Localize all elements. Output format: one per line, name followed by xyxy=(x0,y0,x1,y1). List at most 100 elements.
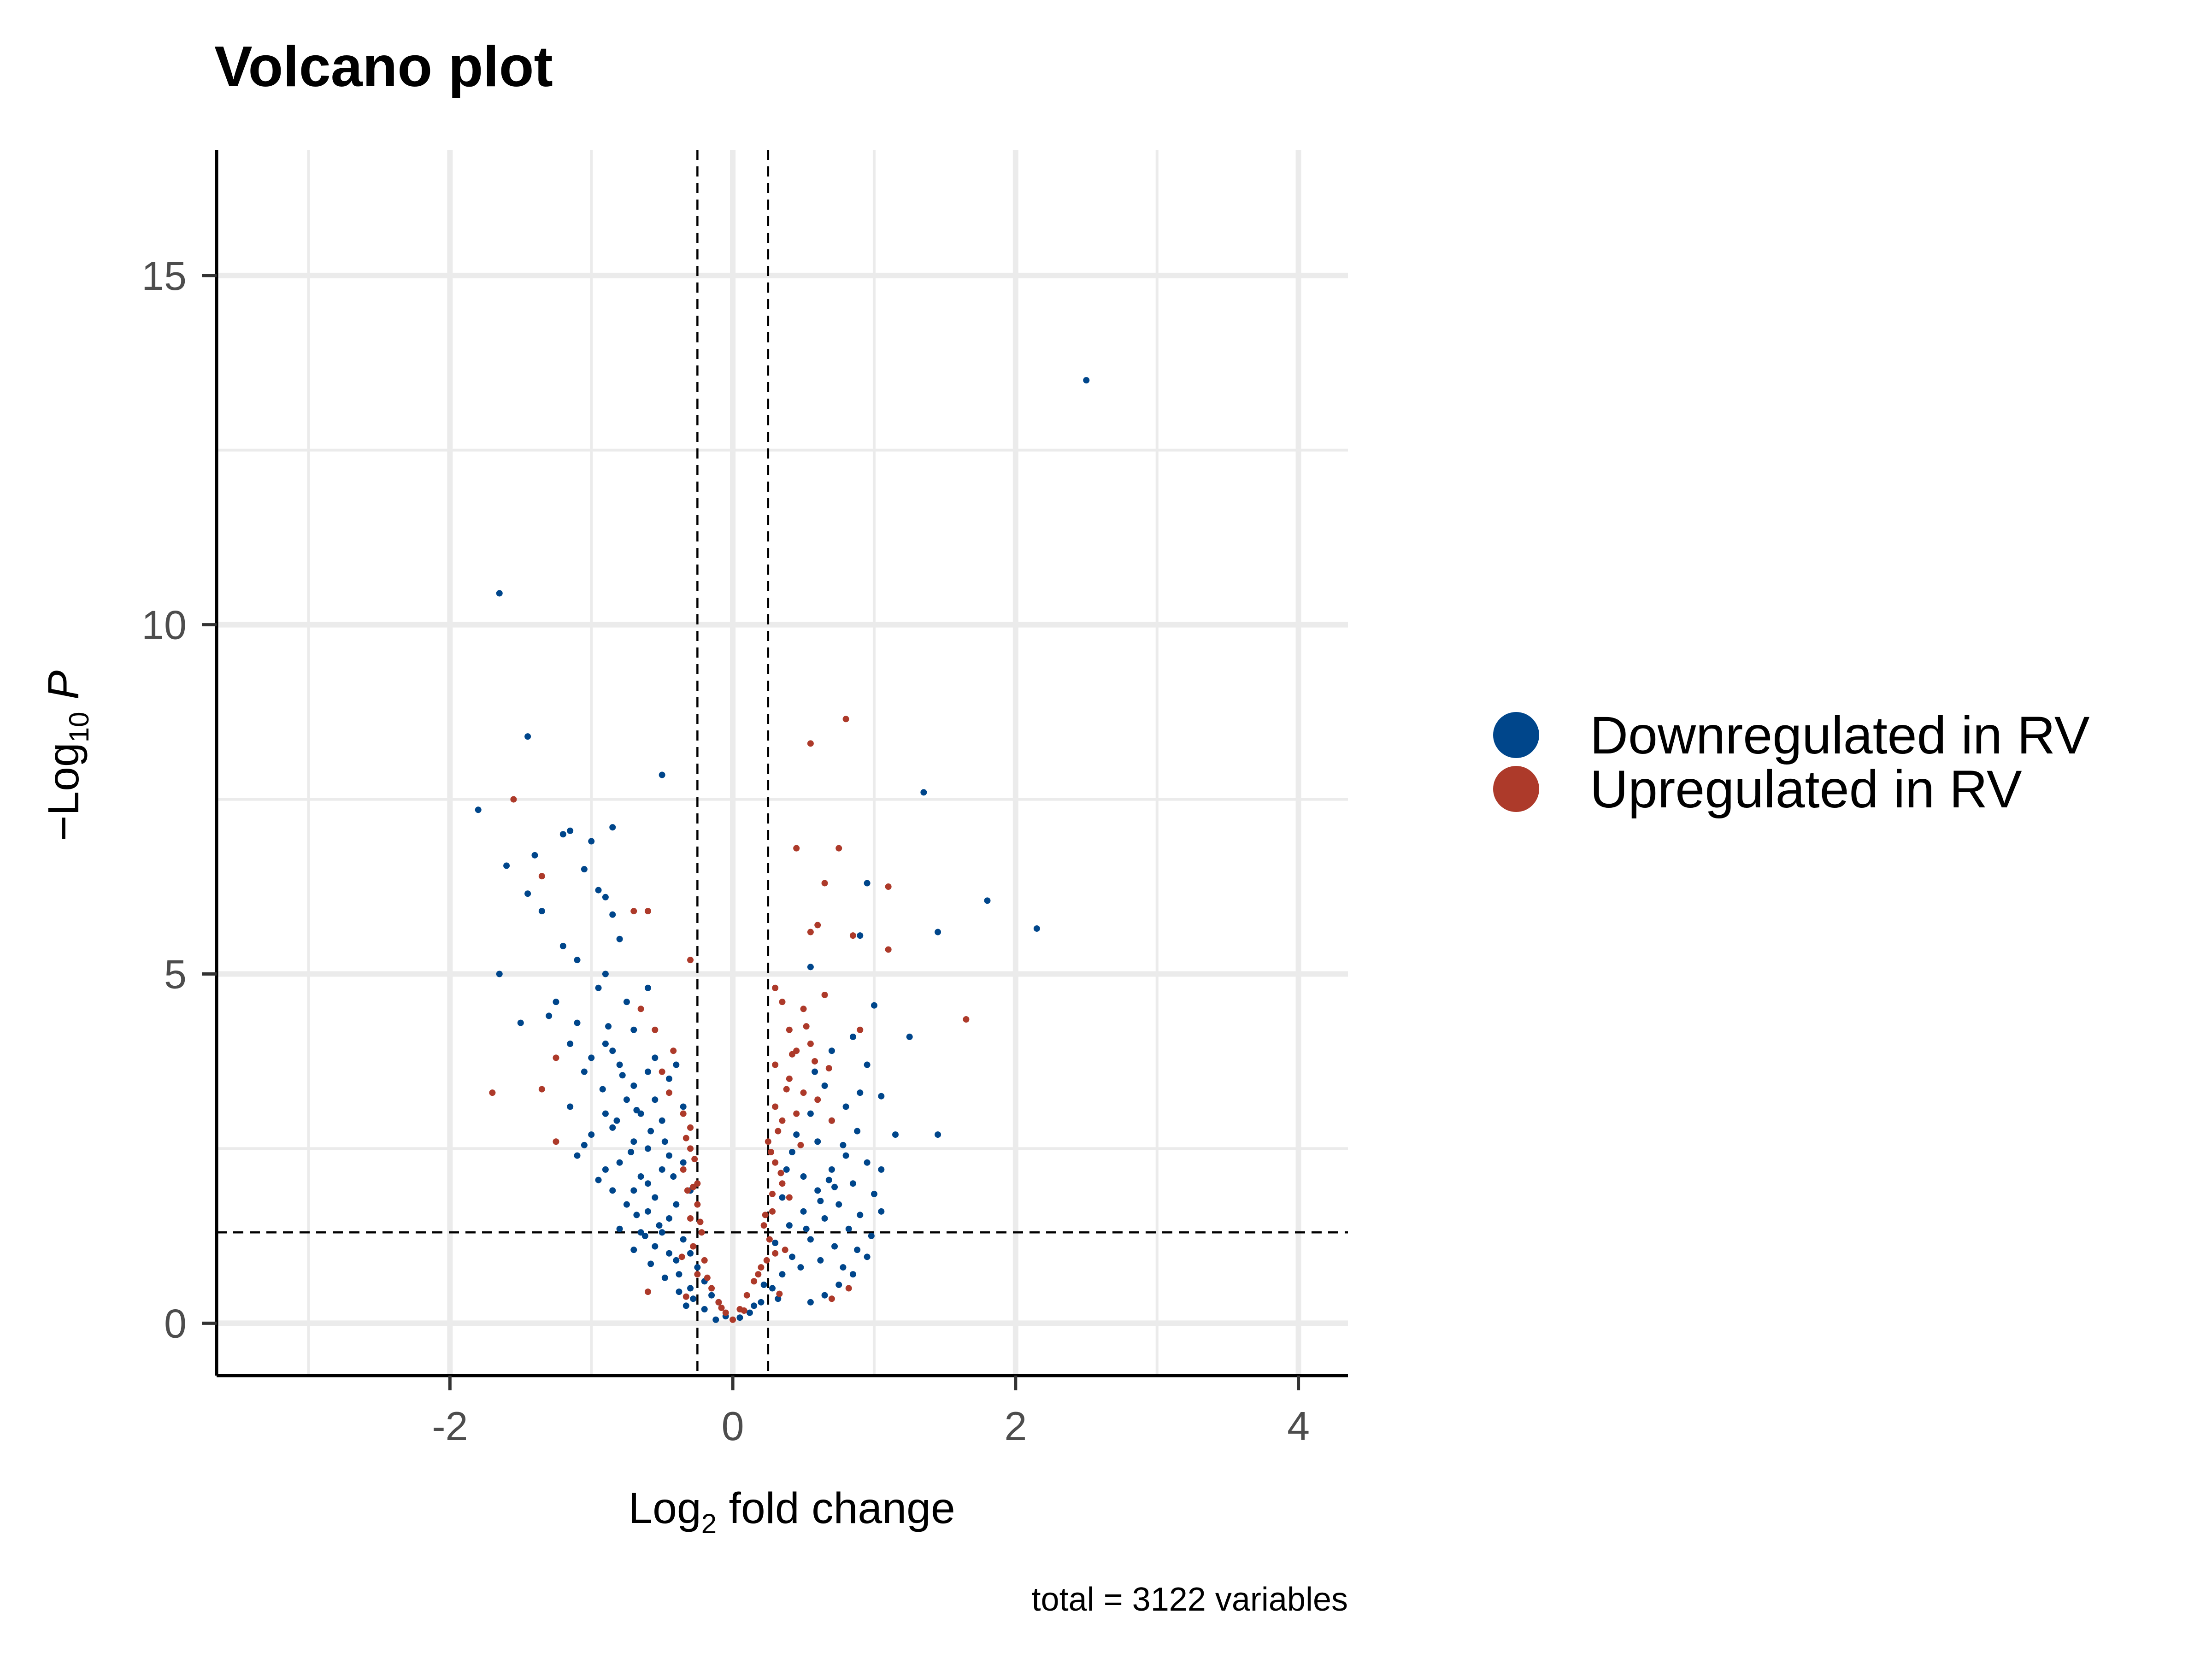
point-upregulated xyxy=(762,1212,769,1218)
point-upregulated xyxy=(722,1309,729,1316)
point-upregulated xyxy=(772,1061,779,1068)
point-downregulated xyxy=(630,1187,637,1194)
point-downregulated xyxy=(659,771,665,778)
point-downregulated xyxy=(609,911,616,918)
point-downregulated xyxy=(935,929,941,935)
point-upregulated xyxy=(758,1264,765,1271)
point-downregulated xyxy=(831,1243,838,1250)
point-downregulated xyxy=(656,1222,663,1229)
x-axis-label: Log2 fold change xyxy=(628,1484,955,1539)
point-downregulated xyxy=(758,1299,765,1306)
point-downregulated xyxy=(736,1314,743,1321)
point-upregulated xyxy=(630,908,637,915)
point-upregulated xyxy=(786,1194,793,1201)
point-upregulated xyxy=(783,1086,790,1093)
point-downregulated xyxy=(842,1103,849,1110)
point-downregulated xyxy=(644,1180,651,1187)
point-downregulated xyxy=(892,1131,899,1138)
point-downregulated xyxy=(682,1302,689,1309)
point-downregulated xyxy=(633,1212,640,1218)
point-downregulated xyxy=(659,1166,665,1173)
point-downregulated xyxy=(644,1145,651,1152)
point-upregulated xyxy=(652,1026,659,1033)
point-downregulated xyxy=(644,984,651,991)
point-downregulated xyxy=(871,1002,877,1009)
point-downregulated xyxy=(680,1103,687,1110)
point-upregulated xyxy=(694,1201,701,1208)
point-upregulated xyxy=(687,957,694,964)
point-downregulated xyxy=(772,1240,779,1247)
point-upregulated xyxy=(807,740,814,747)
point-downregulated xyxy=(616,1225,623,1232)
point-upregulated xyxy=(793,845,800,852)
point-downregulated xyxy=(751,1302,758,1309)
point-upregulated xyxy=(772,1103,779,1110)
point-downregulated xyxy=(673,1257,680,1264)
point-downregulated xyxy=(602,894,609,900)
point-downregulated xyxy=(630,1247,637,1253)
point-upregulated xyxy=(769,1208,776,1215)
point-downregulated xyxy=(864,1253,871,1260)
point-downregulated xyxy=(708,1292,715,1299)
point-downregulated xyxy=(644,1068,651,1075)
point-upregulated xyxy=(807,1041,814,1047)
point-downregulated xyxy=(567,827,574,834)
point-downregulated xyxy=(842,1152,849,1159)
point-downregulated xyxy=(666,1250,672,1257)
point-downregulated xyxy=(835,1281,842,1288)
point-downregulated xyxy=(602,1110,609,1117)
point-downregulated xyxy=(1083,377,1090,384)
point-upregulated xyxy=(690,1243,697,1250)
point-downregulated xyxy=(661,1274,668,1281)
x-tick-label: 2 xyxy=(1004,1403,1027,1449)
point-downregulated xyxy=(868,1232,875,1239)
point-downregulated xyxy=(574,957,581,964)
point-downregulated xyxy=(588,1054,595,1061)
point-downregulated xyxy=(812,1068,818,1075)
point-downregulated xyxy=(517,1019,524,1026)
point-downregulated xyxy=(609,824,616,831)
point-downregulated xyxy=(637,1229,644,1236)
point-downregulated xyxy=(673,1061,680,1068)
point-downregulated xyxy=(666,1215,672,1222)
point-downregulated xyxy=(496,971,503,977)
point-upregulated xyxy=(765,1138,771,1145)
point-downregulated xyxy=(788,1253,795,1260)
point-upregulated xyxy=(769,1190,776,1197)
point-upregulated xyxy=(782,1247,788,1253)
point-downregulated xyxy=(984,897,991,904)
point-upregulated xyxy=(786,1026,793,1033)
point-downregulated xyxy=(854,1128,861,1135)
point-upregulated xyxy=(772,1250,779,1257)
point-downregulated xyxy=(616,935,623,942)
point-upregulated xyxy=(842,716,849,723)
point-upregulated xyxy=(779,1117,786,1124)
point-downregulated xyxy=(595,1177,602,1183)
point-downregulated xyxy=(746,1309,753,1316)
point-downregulated xyxy=(652,1194,659,1201)
point-downregulated xyxy=(630,1082,637,1089)
point-downregulated xyxy=(503,862,510,869)
point-upregulated xyxy=(690,1183,697,1190)
point-downregulated xyxy=(644,1208,651,1215)
point-downregulated xyxy=(666,1152,672,1159)
point-downregulated xyxy=(854,1247,861,1253)
point-downregulated xyxy=(825,1177,832,1183)
point-downregulated xyxy=(817,1257,824,1264)
point-downregulated xyxy=(831,1183,838,1190)
point-upregulated xyxy=(718,1304,725,1311)
point-downregulated xyxy=(864,1061,871,1068)
grid-lines xyxy=(217,150,1348,1376)
point-upregulated xyxy=(538,1086,545,1093)
point-downregulated xyxy=(712,1316,719,1323)
point-upregulated xyxy=(845,1285,852,1292)
point-upregulated xyxy=(670,1047,677,1054)
point-downregulated xyxy=(623,1096,630,1103)
threshold-lines xyxy=(217,150,1348,1376)
legend-label-downregulated: Downregulated in RV xyxy=(1590,706,2090,765)
point-downregulated xyxy=(595,984,602,991)
point-upregulated xyxy=(779,999,786,1006)
point-downregulated xyxy=(786,1222,793,1229)
point-downregulated xyxy=(828,1047,835,1054)
point-upregulated xyxy=(857,1026,864,1033)
